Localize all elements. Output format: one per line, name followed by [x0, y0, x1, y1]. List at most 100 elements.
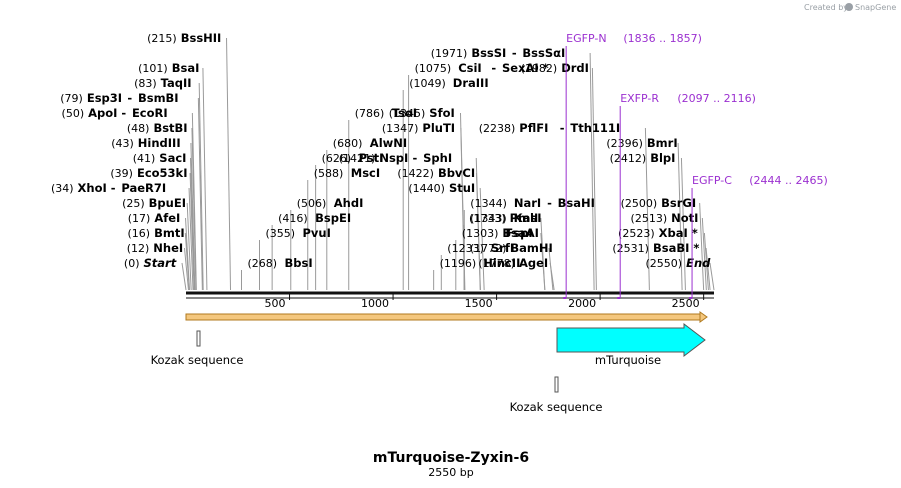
site-esp3i[interactable]: Esp3I BsmBI- (79) — [60, 91, 178, 105]
site-hincii[interactable]: (1196) HincII — [440, 256, 521, 270]
site-name: MscI — [351, 166, 380, 180]
site-position: (1075) — [415, 62, 452, 75]
site-name: BsaAI — [502, 226, 539, 240]
site-name: PvuI — [303, 226, 331, 240]
site-alias: BssSαI — [522, 46, 565, 60]
site-name: BstBI — [153, 121, 187, 135]
site-name: Esp3I — [87, 91, 122, 105]
site-bbsi[interactable]: (268) BbsI — [247, 256, 312, 270]
site-apoi[interactable]: ApoI EcoRI- (50) — [62, 106, 168, 120]
site-afei[interactable]: AfeI(17) — [128, 211, 181, 225]
site-psti[interactable]: (626) PstI — [322, 151, 384, 165]
kozak-marker — [196, 330, 201, 347]
site-pmli[interactable]: PmlI (1733) — [469, 211, 538, 225]
site-end[interactable]: End(2550) — [646, 256, 712, 270]
site-name: PluTI — [422, 121, 455, 135]
site-alias: Tth111I — [570, 121, 620, 135]
site-name: TaqII — [161, 76, 192, 90]
feature-kozak-1[interactable]: Kozak sequence — [151, 330, 244, 367]
site-name: DraIII — [453, 76, 489, 90]
leader-line — [548, 247, 554, 291]
site-bbvci[interactable]: BbvCI (1422) — [397, 166, 475, 180]
site-nhei[interactable]: NheI(12) — [127, 241, 183, 255]
site-pflfi[interactable]: PflFI Tth111I- (2238) — [479, 121, 621, 135]
site-kasi[interactable]: (1343) KasI — [470, 211, 541, 225]
site-alwni[interactable]: (680) AlwNI — [333, 136, 407, 150]
site-bpuei[interactable]: BpuEI (25) — [122, 196, 186, 210]
primer-egfp-c[interactable]: EGFP-C (2444 .. 2465) — [689, 174, 828, 299]
kozak-marker-2 — [554, 376, 559, 393]
site-pvui[interactable]: (355) PvuI — [266, 226, 331, 240]
site-position: (25) — [122, 197, 145, 210]
site-saci[interactable]: SacI(41) — [133, 151, 187, 165]
site-bmti[interactable]: BmtI(16) — [128, 226, 185, 240]
site-name: BssHII — [181, 31, 222, 45]
site-agei[interactable]: AgeI (1778) — [478, 256, 548, 270]
site-hindiii[interactable]: HindIII (43) — [111, 136, 180, 150]
site-bstbi[interactable]: BstBI(48) — [127, 121, 188, 135]
site-nari[interactable]: (1344) NarI - BsaHI — [470, 196, 595, 210]
site-ahdi[interactable]: (506) AhdI — [297, 196, 364, 210]
site-blpi[interactable]: BlpI(2412) — [610, 151, 676, 165]
site-fspi[interactable]: (1303) FspI — [462, 226, 533, 240]
site-position: (0) — [124, 257, 140, 270]
site-csii[interactable]: (1075) CsiI - SexAI * — [415, 61, 549, 75]
site-position: (416) — [278, 212, 308, 225]
site-name: CsiI — [458, 61, 482, 75]
site-sfoi[interactable]: SfoI(1345) — [389, 106, 455, 120]
site-tsoi[interactable]: (786) TsoI — [355, 106, 417, 120]
feature-kozak-2[interactable]: Kozak sequence — [510, 376, 603, 414]
site-position: (588) — [314, 167, 344, 180]
site-xhoi[interactable]: XhoI PaeR7I- (34) — [51, 181, 166, 195]
site-name: KasI — [514, 211, 542, 225]
leader-line — [699, 202, 705, 291]
site-nspi[interactable]: NspI SphI- (1421) — [339, 151, 452, 165]
site-position: (43) — [111, 137, 134, 150]
site-name: BssSI — [471, 46, 506, 60]
site-position: (268) — [247, 257, 277, 270]
site-xbai[interactable]: XbaI * (2523) — [618, 226, 698, 240]
site-srfi[interactable]: (1233) SrfI — [447, 241, 514, 255]
site-pluti[interactable]: PluTI(1347) — [382, 121, 455, 135]
leader-line — [183, 247, 189, 291]
site-position: (506) — [297, 197, 327, 210]
leader-line — [191, 112, 197, 291]
site-drdi[interactable]: DrdI(1982) — [521, 61, 589, 75]
site-bsrgi[interactable]: BsrGI(2500) — [621, 196, 697, 210]
site-start[interactable]: Start (0) — [124, 256, 177, 270]
site-draiii[interactable]: (1049) DraIII — [409, 76, 488, 90]
site-stui[interactable]: StuI (1440) — [408, 181, 475, 195]
site-name: BsaI — [172, 61, 200, 75]
site-name: HincII — [483, 256, 520, 270]
credit-text: Created by — [804, 3, 848, 12]
site-bmri[interactable]: BmrI (2396) — [606, 136, 677, 150]
site-bamhi[interactable]: BamHI(1772) — [470, 241, 553, 255]
site-msci[interactable]: (588) MscI — [314, 166, 380, 180]
tick-label: 1500 — [465, 297, 493, 310]
site-bsaai[interactable]: BsaAI — [502, 226, 539, 240]
site-noti[interactable]: NotI(2513) — [631, 211, 699, 225]
primer-range: (2097 .. 2116) — [677, 92, 756, 105]
site-bsssi[interactable]: BssSI BssSαI- (1971) — [431, 46, 566, 60]
site-bspei[interactable]: (416) BspEI — [278, 211, 351, 225]
site-position: (1440) — [408, 182, 445, 195]
primer-range: (2444 .. 2465) — [749, 174, 828, 187]
leader-line — [680, 157, 686, 291]
feature-mturquoise[interactable]: mTurquoise — [556, 322, 706, 367]
orf-arrow-head — [699, 311, 708, 323]
site-bsai[interactable]: BsaI (101) — [138, 61, 199, 75]
primer-range: (1836 .. 1857) — [623, 32, 702, 45]
site-name: NotI — [671, 211, 698, 225]
primer-exfp-r[interactable]: EXFP-R (2097 .. 2116) — [617, 92, 756, 299]
site-bsshii[interactable]: BssHII (215) — [147, 31, 221, 45]
site-position: (1344) — [470, 197, 507, 210]
site-name: AgeI — [519, 256, 548, 270]
snapgene-logo-icon — [845, 3, 853, 11]
site-alias: BsmBI — [138, 91, 179, 105]
site-bsabi[interactable]: BsaBI * (2531) — [612, 241, 699, 255]
site-eco53ki[interactable]: Eco53kI (39) — [110, 166, 187, 180]
site-taqii[interactable]: TaqII (83) — [134, 76, 192, 90]
primer-egfp-n[interactable]: EGFP-N (1836 .. 1857) — [563, 32, 702, 299]
mturquoise-label: mTurquoise — [595, 353, 661, 367]
